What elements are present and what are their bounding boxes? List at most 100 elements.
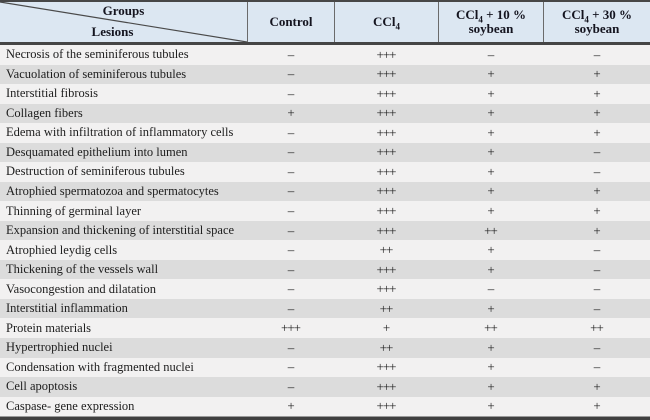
column-header-label: CCl4 + 10 % (455, 7, 527, 25)
control-value-cell: – (287, 378, 295, 394)
ccl4-30-soybean-value-cell: + (593, 124, 600, 140)
table-row: Thinning of germinal layer – +++ + + (0, 201, 650, 221)
ccl4-30-soybean-value-cell: – (593, 339, 601, 355)
ccl4-30-soybean-value-cell: ++ (590, 320, 604, 336)
lesion-name-cell: Thickening of the vessels wall (6, 262, 159, 277)
ccl4-10-soybean-value-cell: ++ (484, 222, 498, 238)
table-row: Vasocongestion and dilatation – +++ – – (0, 279, 650, 299)
ccl4-10-soybean-value-cell: + (487, 378, 494, 394)
lesion-name-cell: Atrophied leydig cells (6, 242, 118, 257)
table-row: Caspase- gene expression + +++ + + (0, 396, 650, 418)
table-row: Necrosis of the seminiferous tubules – +… (0, 45, 650, 65)
control-value-cell: +++ (281, 320, 301, 336)
ccl4-30-soybean-value-cell: – (593, 144, 601, 160)
ccl4-value-cell: +++ (376, 359, 397, 375)
lesion-name-cell: Cell apoptosis (6, 379, 78, 394)
ccl4-value-cell: +++ (376, 46, 397, 62)
ccl4-value-cell: +++ (376, 66, 397, 82)
header-lesions-label: Lesions (91, 24, 134, 39)
table-row: Hypertrophied nuclei – ++ + – (0, 337, 650, 358)
lesion-name-cell: Vacuolation of seminiferous tubules (6, 66, 187, 81)
ccl4-10-soybean-value-cell: – (487, 281, 495, 297)
table-header-row: Groups Lesions Control CCl4 CCl4 + 10 % … (0, 2, 650, 45)
ccl4-10-soybean-value-cell: + (487, 183, 494, 199)
ccl4-30-soybean-value-cell: – (593, 46, 601, 62)
lesion-name-cell: Destruction of seminiferous tubules (6, 164, 185, 179)
table-row: Protein materials +++ + ++ ++ (0, 318, 650, 338)
control-value-cell: – (287, 359, 295, 375)
control-value-cell: + (287, 105, 294, 121)
table-row: Cell apoptosis – +++ + + (0, 377, 650, 397)
ccl4-value-cell: +++ (376, 183, 397, 199)
lesion-name-cell: Collagen fibers (6, 105, 83, 120)
table-row: Edema with infiltration of inflammatory … (0, 123, 650, 143)
ccl4-value-cell: +++ (376, 398, 397, 414)
control-value-cell: – (287, 300, 295, 316)
control-value-cell: – (287, 242, 295, 258)
lesion-name-cell: Edema with infiltration of inflammatory … (6, 125, 234, 140)
ccl4-10-soybean-value-cell: + (487, 163, 494, 179)
ccl4-30-soybean-value-cell: – (593, 163, 601, 179)
table-row: Atrophied spermatozoa and spermatocytes … (0, 181, 650, 202)
ccl4-value-cell: +++ (376, 144, 397, 160)
ccl4-30-soybean-value-cell: + (593, 222, 600, 238)
table-row: Interstitial fibrosis – +++ + + (0, 84, 650, 104)
ccl4-30-soybean-value-cell: – (593, 281, 601, 297)
control-value-cell: + (287, 398, 294, 414)
lesion-name-cell: Caspase- gene expression (6, 398, 135, 413)
control-value-cell: – (287, 261, 295, 277)
ccl4-10-soybean-value-cell: + (487, 398, 494, 414)
ccl4-10-soybean-value-cell: + (487, 359, 494, 375)
control-value-cell: – (287, 144, 295, 160)
ccl4-30-soybean-value-cell: – (593, 300, 601, 316)
ccl4-30-soybean-value-cell: + (593, 398, 600, 414)
control-value-cell: – (287, 183, 295, 199)
ccl4-10-soybean-value-cell: + (487, 144, 494, 160)
ccl4-10-soybean-value-cell: + (487, 242, 494, 258)
column-header-line2: soybean (574, 21, 620, 36)
table-row: Collagen fibers + +++ + + (0, 103, 650, 124)
ccl4-30-soybean-value-cell: + (593, 378, 600, 394)
ccl4-10-soybean-value-cell: – (487, 46, 495, 62)
column-header-label: CCl4 (373, 14, 400, 32)
ccl4-value-cell: +++ (376, 85, 397, 101)
ccl4-value-cell: +++ (376, 261, 397, 277)
ccl4-30-soybean-value-cell: – (593, 359, 601, 375)
control-value-cell: – (287, 203, 295, 219)
ccl4-30-soybean-value-cell: – (593, 261, 601, 277)
ccl4-10-soybean-value-cell: + (487, 300, 494, 316)
lesion-name-cell: Necrosis of the seminiferous tubules (6, 47, 189, 62)
control-value-cell: – (287, 339, 295, 355)
table-row: Destruction of seminiferous tubules – ++… (0, 162, 650, 182)
ccl4-30-soybean-value-cell: + (593, 66, 600, 82)
lesion-name-cell: Hypertrophied nuclei (6, 340, 113, 355)
ccl4-30-soybean-value-cell: + (593, 183, 600, 199)
ccl4-value-cell: ++ (379, 339, 394, 355)
ccl4-value-cell: +++ (376, 124, 397, 140)
ccl4-10-soybean-value-cell: + (487, 105, 494, 121)
column-header-ccl4-30-soybean: CCl4 + 30 % soybean (543, 2, 650, 42)
column-header-label: Control (269, 14, 313, 29)
column-header-line2: soybean (468, 21, 514, 36)
ccl4-10-soybean-value-cell: + (487, 124, 494, 140)
ccl4-value-cell: ++ (379, 242, 394, 258)
lesion-name-cell: Interstitial fibrosis (6, 86, 98, 101)
ccl4-value-cell: +++ (376, 378, 397, 394)
ccl4-value-cell: +++ (376, 163, 397, 179)
ccl4-10-soybean-value-cell: + (487, 261, 494, 277)
ccl4-value-cell: +++ (376, 203, 397, 219)
lesion-name-cell: Vasocongestion and dilatation (6, 281, 156, 296)
lesion-name-cell: Protein materials (6, 320, 92, 335)
control-value-cell: – (287, 85, 295, 101)
table-row: Expansion and thickening of interstitial… (0, 220, 650, 241)
table-row: Thickening of the vessels wall – +++ + – (0, 259, 650, 280)
table-row: Vacuolation of seminiferous tubules – ++… (0, 64, 650, 85)
column-header-control: Control (247, 2, 334, 42)
lesion-name-cell: Atrophied spermatozoa and spermatocytes (6, 183, 219, 198)
ccl4-30-soybean-value-cell: + (593, 203, 600, 219)
ccl4-value-cell: +++ (376, 222, 397, 238)
ccl4-30-soybean-value-cell: + (593, 105, 600, 121)
table-row: Interstitial inflammation – ++ + – (0, 298, 650, 319)
column-header-label: CCl4 + 30 % (561, 7, 633, 25)
ccl4-30-soybean-value-cell: – (593, 242, 601, 258)
